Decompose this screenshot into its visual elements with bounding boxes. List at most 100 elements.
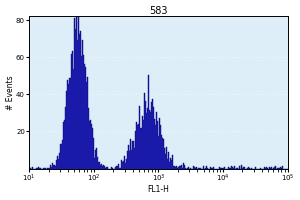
Bar: [211, 168, 212, 169]
Bar: [142, 116, 143, 169]
Bar: [183, 163, 184, 169]
Bar: [32, 167, 33, 169]
Bar: [82, 55, 84, 169]
Bar: [51, 167, 52, 169]
Bar: [80, 31, 81, 169]
Bar: [169, 162, 170, 169]
Bar: [130, 139, 131, 169]
Bar: [101, 164, 102, 169]
Bar: [70, 54, 71, 169]
Bar: [126, 159, 127, 169]
Bar: [81, 56, 82, 169]
Bar: [60, 144, 62, 169]
Bar: [148, 75, 149, 169]
Bar: [48, 168, 49, 169]
Bar: [47, 168, 48, 169]
Bar: [140, 128, 141, 169]
Bar: [62, 140, 63, 169]
Bar: [224, 167, 225, 169]
Bar: [184, 168, 186, 169]
Bar: [121, 160, 122, 169]
Bar: [94, 158, 95, 169]
Bar: [107, 167, 108, 169]
Bar: [29, 167, 30, 169]
Bar: [193, 166, 194, 169]
Bar: [74, 29, 76, 169]
Bar: [195, 168, 196, 169]
Bar: [71, 51, 73, 169]
Bar: [122, 162, 123, 169]
Bar: [64, 120, 65, 169]
Bar: [37, 168, 38, 169]
Bar: [249, 168, 250, 169]
Bar: [234, 166, 235, 169]
Bar: [96, 148, 97, 169]
Bar: [264, 167, 266, 169]
Bar: [141, 128, 142, 169]
Bar: [196, 167, 197, 169]
Bar: [248, 167, 249, 169]
Bar: [278, 168, 280, 169]
Bar: [207, 168, 208, 169]
Bar: [57, 156, 59, 169]
Bar: [221, 168, 222, 169]
Bar: [106, 167, 107, 169]
Bar: [155, 125, 156, 169]
Bar: [136, 122, 137, 169]
Bar: [232, 167, 233, 169]
Bar: [229, 168, 230, 169]
Bar: [154, 119, 155, 169]
Bar: [43, 168, 44, 169]
Bar: [173, 166, 175, 169]
Bar: [134, 148, 135, 169]
Bar: [50, 165, 51, 169]
Bar: [220, 168, 221, 169]
Bar: [144, 93, 145, 169]
Bar: [228, 167, 229, 169]
Bar: [188, 167, 189, 169]
Bar: [200, 168, 201, 169]
Bar: [281, 166, 283, 169]
Bar: [165, 154, 166, 169]
Bar: [49, 168, 50, 169]
Bar: [151, 102, 152, 169]
Bar: [247, 168, 248, 169]
Bar: [58, 159, 59, 169]
Bar: [223, 168, 224, 169]
Y-axis label: # Events: # Events: [6, 75, 15, 110]
Bar: [53, 165, 54, 169]
Bar: [59, 153, 60, 169]
Bar: [187, 168, 188, 169]
Bar: [120, 168, 121, 169]
Bar: [131, 150, 132, 169]
Bar: [172, 155, 173, 169]
Bar: [118, 164, 119, 169]
Bar: [149, 110, 150, 169]
Bar: [119, 168, 120, 169]
Bar: [68, 84, 70, 169]
Bar: [157, 121, 158, 169]
Bar: [162, 138, 164, 169]
Bar: [93, 138, 94, 169]
Bar: [241, 165, 242, 169]
Bar: [104, 166, 105, 169]
Bar: [135, 131, 136, 169]
Bar: [79, 34, 80, 169]
Bar: [115, 167, 116, 169]
Bar: [84, 64, 85, 169]
Bar: [146, 113, 147, 169]
Bar: [138, 124, 139, 169]
Bar: [129, 151, 130, 169]
Bar: [274, 167, 275, 169]
Bar: [178, 166, 180, 169]
Bar: [239, 166, 240, 169]
Bar: [76, 40, 78, 169]
Bar: [175, 167, 176, 169]
Bar: [275, 166, 277, 169]
Bar: [205, 168, 206, 169]
Bar: [86, 82, 87, 169]
Bar: [36, 168, 37, 169]
Bar: [102, 166, 103, 169]
Bar: [87, 77, 88, 169]
Bar: [190, 168, 191, 169]
